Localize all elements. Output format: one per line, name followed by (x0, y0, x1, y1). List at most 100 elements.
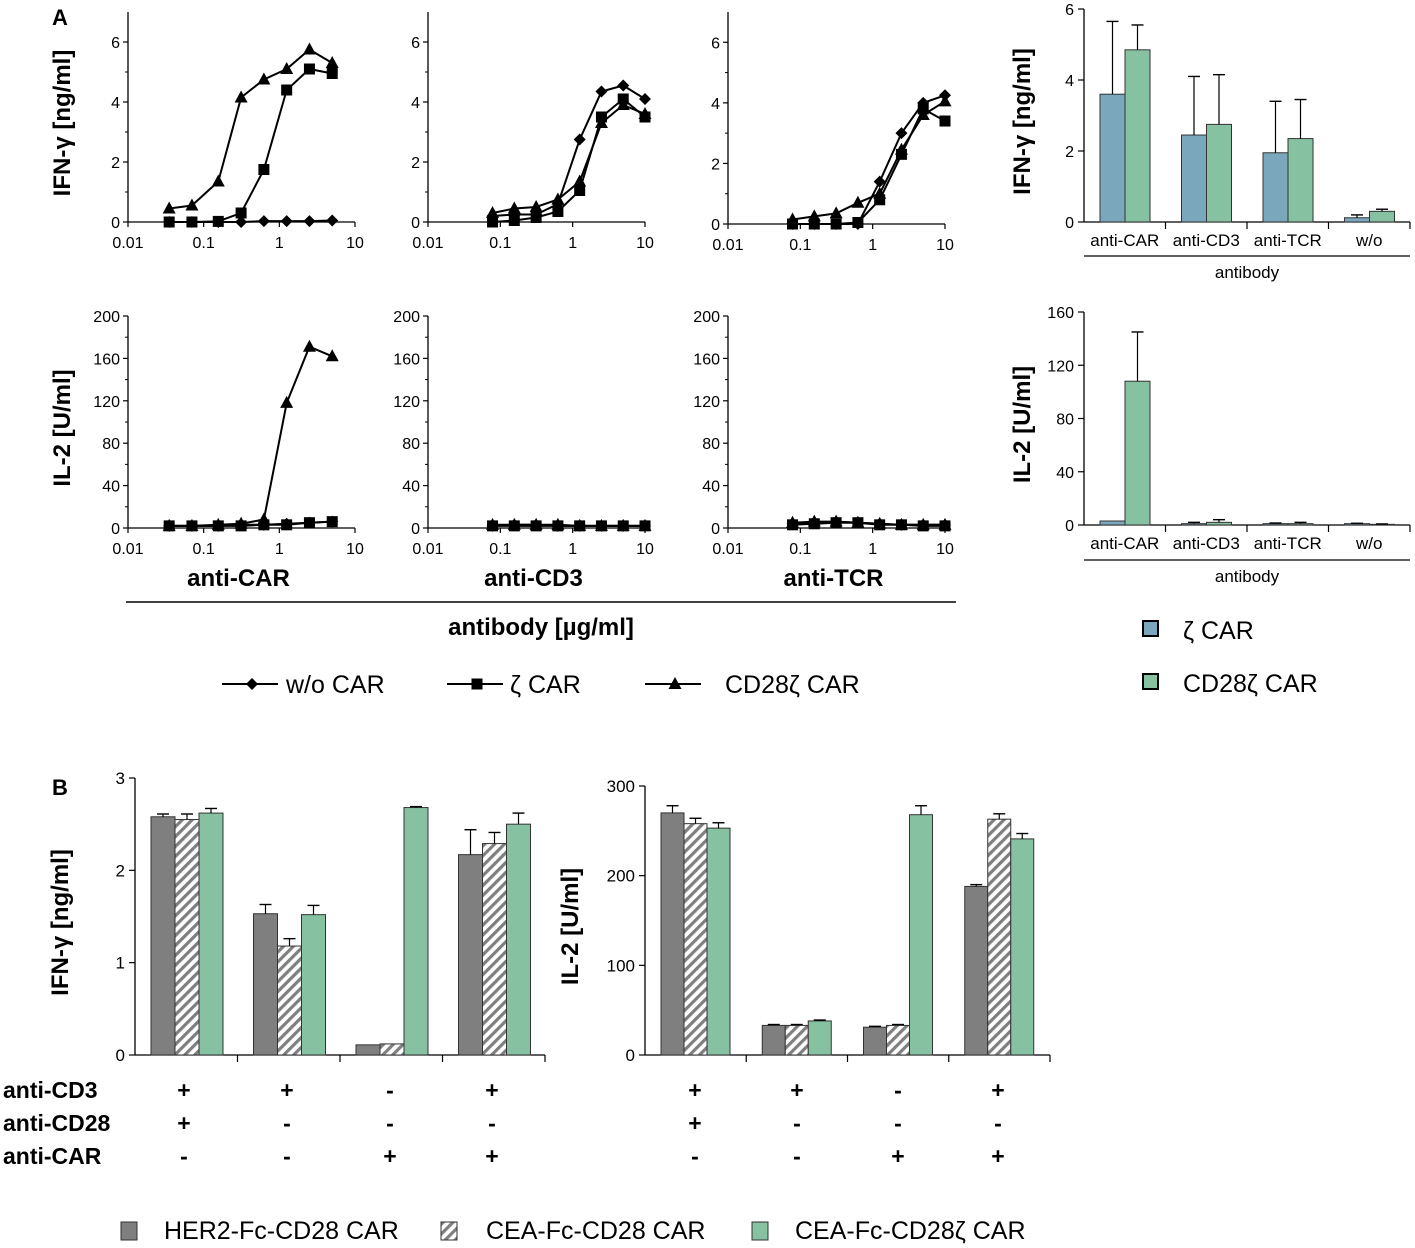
legend-swatch (120, 1221, 138, 1241)
bar-a (863, 1026, 887, 1056)
data-point-triangle (916, 517, 930, 530)
condition-sign: + (177, 1077, 190, 1103)
data-point-triangle (162, 201, 176, 214)
data-point-triangle (257, 72, 271, 85)
x-tick-label: 1 (868, 541, 877, 558)
data-point-triangle (529, 200, 543, 212)
y-axis-title: IL-2 [U/ml] (557, 868, 584, 985)
data-point-triangle (302, 42, 316, 55)
y-tick-label: 4 (411, 95, 420, 112)
condition-sign: - (180, 1143, 188, 1169)
y-tick-label: 40 (1056, 465, 1074, 482)
data-point-triangle (873, 186, 887, 199)
data-point-diamond (573, 133, 586, 146)
line-chart-a_ifng_anticd3: 0 2 4 6 0.01 0.1 1 10 (411, 12, 654, 252)
category-label: anti-CD3 (1173, 534, 1240, 553)
condition-sign: + (790, 1077, 803, 1103)
condition-sign: - (793, 1143, 801, 1169)
legend-label: CEA-Fc-CD28 CAR (486, 1217, 705, 1245)
data-point-diamond (280, 215, 293, 228)
x-tick-label: 1 (568, 541, 577, 558)
condition-sign: - (994, 1110, 1002, 1136)
data-point-square (852, 216, 864, 228)
y-tick-label: 120 (93, 394, 120, 411)
legend-label: CD28ζ CAR (1183, 670, 1318, 698)
data-point-square (530, 212, 542, 223)
data-point-triangle (551, 517, 565, 530)
data-point-square (258, 519, 270, 531)
category-label: anti-CAR (1090, 231, 1159, 250)
data-point-triangle (234, 516, 248, 529)
condition-sign: + (485, 1077, 498, 1103)
y-tick-label: 0 (711, 217, 720, 234)
legend-marker-diamond (246, 678, 258, 690)
series-line-square (169, 67, 333, 223)
bar-a (355, 1044, 381, 1056)
y-tick-label: 200 (607, 867, 635, 886)
bar-b (1287, 523, 1314, 526)
data-point-square (808, 218, 820, 230)
condition-sign: - (283, 1110, 291, 1136)
x-tick-label: 10 (936, 541, 954, 558)
legend-label: w/o CAR (285, 671, 385, 699)
category-label: anti-TCR (1254, 231, 1322, 250)
bar-b (174, 819, 200, 1056)
antibody-group-title: antibody [µg/ml] (448, 614, 634, 641)
bar-a (1099, 520, 1126, 526)
data-point-triangle (162, 518, 176, 531)
x-tick-label: 0.01 (112, 235, 143, 252)
data-point-triangle (786, 515, 800, 528)
y-tick-label: 160 (393, 351, 420, 368)
y-axis-title: IFN-γ [ng/ml] (49, 50, 76, 197)
bar-chart-a_bar_il2: 0 40 80 120 160 anti-CAR anti-CD3 anti-TCR w/o an… (1009, 305, 1411, 586)
legend-swatch (751, 1221, 769, 1241)
data-point-square (874, 194, 886, 206)
data-point-triangle (786, 212, 800, 225)
data-point-triangle (594, 518, 608, 531)
bar-a (1181, 523, 1207, 526)
category-label: w/o (1355, 231, 1382, 250)
condition-sign: + (991, 1077, 1004, 1103)
x-tick-label: 0.01 (112, 541, 143, 558)
y-tick-label: 0 (1065, 215, 1074, 232)
y-tick-label: 0 (411, 521, 420, 538)
category-label: anti-CD3 (1173, 231, 1240, 250)
x-tick-label: 1 (275, 541, 284, 558)
bar-c (506, 823, 531, 1056)
data-point-diamond (257, 215, 270, 228)
y-tick-label: 4 (711, 96, 720, 113)
y-axis-title: IFN-γ [ng/ml] (1009, 48, 1036, 195)
bar-a (1262, 523, 1289, 526)
data-point-triangle (486, 517, 500, 530)
y-tick-label: 2 (1065, 144, 1074, 161)
line-chart-a_il2_antitcr: 0 40 80 120 160 200 0.01 0.1 1 10 anti-TCR (693, 309, 954, 592)
x-tick-label: 0.01 (412, 541, 443, 558)
condition-sign: - (894, 1077, 902, 1103)
data-point-square (258, 164, 270, 175)
y-tick-label: 6 (111, 35, 120, 52)
x-axis-title: anti-CD3 (484, 565, 583, 592)
bar-c (403, 807, 429, 1056)
y-tick-label: 40 (402, 479, 420, 496)
bar-b (886, 1024, 910, 1056)
condition-sign: - (488, 1110, 496, 1136)
bar-b (784, 1024, 809, 1056)
bar-a (761, 1024, 786, 1056)
data-point-triangle (616, 98, 630, 110)
y-tick-label: 80 (1056, 412, 1074, 429)
y-tick-label: 120 (693, 394, 720, 411)
data-point-square (487, 216, 499, 228)
data-point-square (326, 516, 338, 528)
condition-sign: + (688, 1077, 701, 1103)
bar-b (482, 843, 507, 1056)
condition-sign: + (688, 1110, 701, 1136)
y-tick-label: 4 (111, 95, 120, 112)
data-point-square (163, 216, 175, 228)
data-point-triangle (594, 116, 608, 128)
condition-sign: - (691, 1143, 699, 1169)
y-tick-label: 120 (1047, 358, 1074, 375)
y-tick-label: 6 (411, 35, 420, 52)
data-point-square (212, 215, 224, 227)
line-chart-a_ifng_anticar: 0 2 4 6 0.01 0.1 1 10 IFN-γ [ng/ml] (49, 12, 364, 252)
condition-sign: + (485, 1143, 498, 1169)
